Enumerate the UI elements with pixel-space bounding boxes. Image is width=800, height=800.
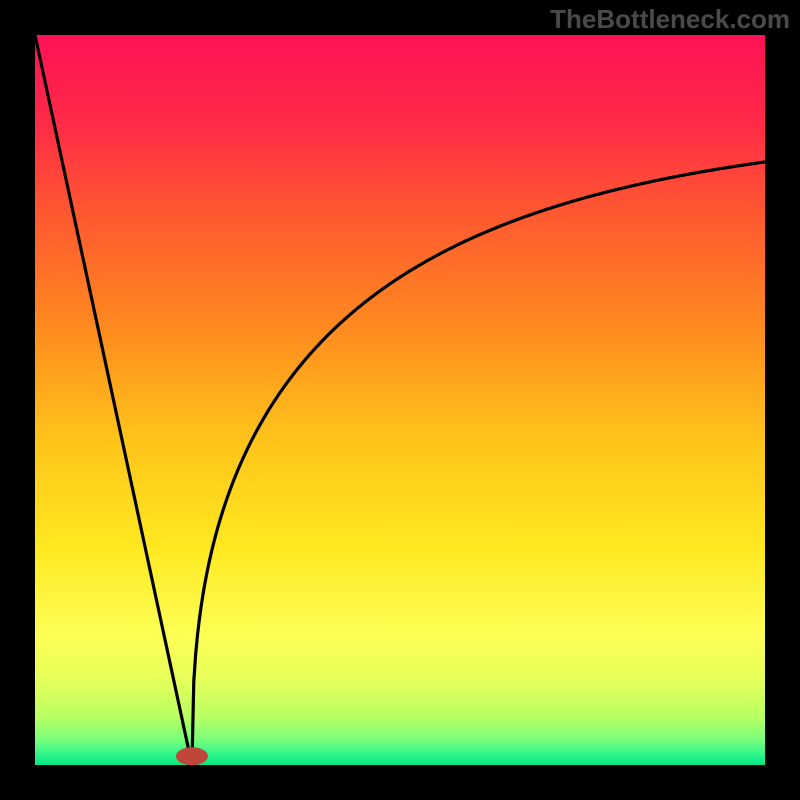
- plot-gradient-area: [35, 35, 765, 765]
- vertex-marker: [176, 747, 208, 765]
- chart-svg: [0, 0, 800, 800]
- chart-frame: TheBottleneck.com: [0, 0, 800, 800]
- watermark-text: TheBottleneck.com: [550, 4, 790, 35]
